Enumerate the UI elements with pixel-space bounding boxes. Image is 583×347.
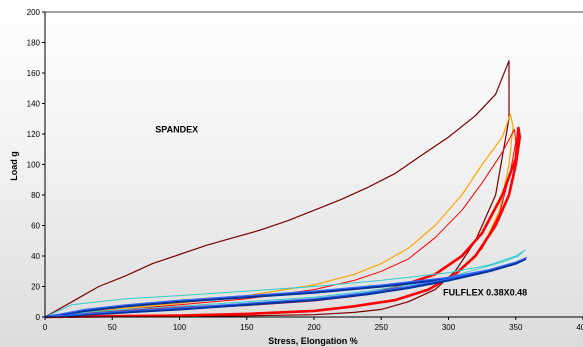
axes-layer <box>44 11 583 318</box>
x-tick-label: 50 <box>108 323 117 332</box>
x-tick-label: 300 <box>442 323 456 332</box>
x-tick-label: 100 <box>173 323 187 332</box>
y-tick-label: 140 <box>27 100 41 109</box>
series-layer <box>44 60 528 319</box>
x-tick-label: 200 <box>307 323 321 332</box>
x-tick-label: 400 <box>576 323 583 332</box>
y-tick-label: 120 <box>27 130 41 139</box>
y-axis-label: Load g <box>9 151 19 181</box>
y-tick-label: 20 <box>31 283 40 292</box>
annotation-spandex: SPANDEX <box>155 124 198 134</box>
y-tick-label: 200 <box>27 8 41 17</box>
y-tick-label: 60 <box>31 222 40 231</box>
series-line-4 <box>44 249 526 318</box>
y-tick-label: 160 <box>27 69 41 78</box>
series-line-6 <box>44 256 528 318</box>
y-tick-label: 180 <box>27 39 41 48</box>
x-tick-label: 350 <box>509 323 523 332</box>
y-tick-label: 0 <box>36 313 41 322</box>
x-tick-label: 0 <box>43 323 48 332</box>
x-axis-label: Stress, Elongation % <box>268 336 358 346</box>
series-line-1 <box>44 113 514 318</box>
series-line-0 <box>44 60 510 318</box>
series-line-5 <box>44 258 527 319</box>
x-tick-label: 250 <box>375 323 389 332</box>
y-tick-label: 40 <box>31 252 40 261</box>
ticks-layer: 0 50 100 150 200 250 300 350 400 0 20 40 60 80 100 120 1… <box>27 8 583 332</box>
y-tick-label: 100 <box>27 161 41 170</box>
annotation-fulflex: FULFLEX 0.38X0.48 <box>443 288 527 298</box>
y-tick-label: 80 <box>31 191 40 200</box>
x-tick-label: 150 <box>240 323 254 332</box>
